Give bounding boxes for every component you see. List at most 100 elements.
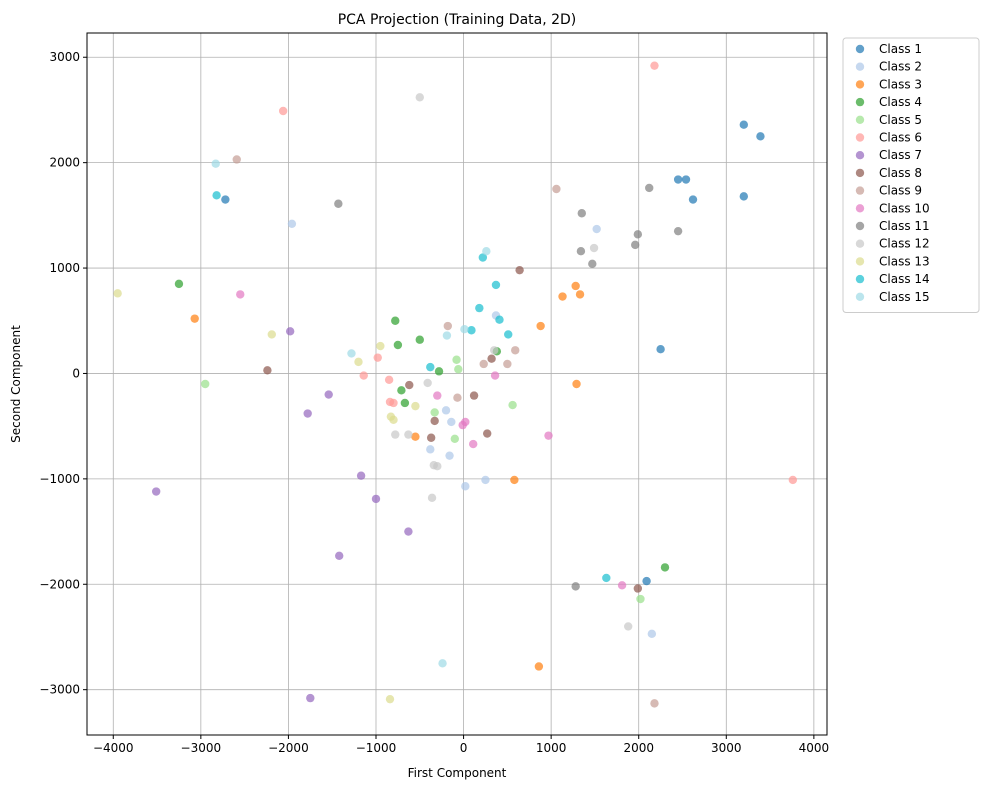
legend-marker: [855, 292, 865, 301]
data-point: [443, 321, 453, 331]
data-point: [469, 391, 479, 400]
data-point: [174, 279, 184, 289]
data-point: [450, 434, 460, 444]
legend-marker: [855, 221, 865, 231]
data-point: [515, 265, 524, 275]
data-point: [433, 391, 442, 400]
legend-marker: [855, 151, 865, 160]
axis-ticks: −4000 −3000 −2000 −1000 0 1000 2000 3000 4000 −30…: [39, 50, 829, 755]
data-point: [434, 367, 444, 376]
data-point: [503, 359, 512, 369]
data-point: [602, 573, 611, 583]
data-point: [647, 629, 657, 639]
data-point: [190, 314, 199, 323]
data-point: [306, 693, 315, 703]
data-point: [491, 280, 501, 290]
legend: Class 1 Class 2 Class 3 Class 4 Class 5 Class…: [842, 37, 980, 313]
data-point: [454, 365, 463, 374]
data-point: [673, 226, 683, 236]
data-point: [645, 183, 654, 193]
data-point: [405, 380, 414, 390]
data-point: [441, 406, 451, 415]
data-point: [571, 582, 580, 591]
legend-label: Class 3: [879, 77, 922, 91]
legend-label: Class 6: [879, 131, 922, 145]
data-point: [483, 429, 492, 438]
y-tick-label: −2000: [39, 577, 80, 591]
data-point: [389, 415, 398, 425]
data-point: [642, 576, 651, 586]
data-point: [756, 132, 765, 141]
data-point: [411, 401, 420, 411]
y-tick-label: −3000: [39, 683, 80, 697]
data-point: [438, 659, 447, 668]
legend-label: Class 15: [879, 290, 930, 304]
y-tick-label: −1000: [39, 472, 80, 486]
data-point: [376, 341, 385, 351]
data-point: [384, 375, 394, 384]
plot-frame: [86, 32, 828, 736]
data-point: [232, 155, 241, 164]
data-point: [504, 330, 513, 339]
data-point: [356, 471, 366, 480]
y-tick-label: 0: [72, 366, 80, 380]
data-point: [391, 316, 400, 325]
data-point: [447, 417, 456, 427]
data-point: [490, 371, 500, 380]
data-point: [636, 594, 645, 604]
data-point: [460, 324, 469, 334]
data-point: [354, 357, 363, 367]
chart-title: PCA Projection (Training Data, 2D): [338, 12, 577, 28]
legend-label: Class 8: [879, 166, 922, 180]
data-point: [633, 230, 643, 239]
data-point: [656, 345, 665, 354]
data-point: [633, 584, 643, 593]
x-tick-label: −1000: [356, 741, 397, 755]
x-tick-label: −3000: [181, 741, 222, 755]
data-point: [263, 366, 272, 375]
data-point: [589, 243, 599, 253]
data-point: [212, 191, 221, 200]
x-tick-label: −2000: [268, 741, 309, 755]
data-point: [508, 400, 517, 410]
data-point: [572, 379, 581, 389]
x-tick-label: 1000: [536, 741, 567, 755]
data-point: [469, 439, 478, 449]
data-point: [487, 354, 496, 363]
data-point: [393, 340, 403, 350]
data-point: [385, 694, 395, 704]
data-point: [287, 219, 297, 228]
x-tick-label: 3000: [711, 741, 742, 755]
data-point: [427, 493, 437, 503]
data-point: [426, 445, 435, 454]
legend-marker: [855, 133, 865, 142]
data-point: [482, 246, 491, 256]
data-point: [445, 451, 454, 460]
data-point: [423, 378, 432, 388]
data-point: [453, 393, 462, 402]
legend-label: Class 11: [879, 219, 930, 233]
data-point: [433, 462, 442, 471]
data-point: [461, 482, 470, 491]
data-point: [681, 175, 691, 184]
data-point: [151, 487, 161, 496]
data-point: [479, 359, 488, 369]
data-point: [458, 420, 467, 430]
grid-lines: [87, 33, 827, 735]
legend-label: Class 5: [879, 113, 922, 127]
x-tick-label: 4000: [799, 741, 830, 755]
data-point: [442, 331, 452, 340]
legend-label: Class 9: [879, 184, 922, 198]
legend-marker: [855, 62, 865, 71]
x-tick-label: 0: [460, 741, 468, 755]
data-point: [389, 398, 398, 408]
data-point: [534, 662, 544, 671]
data-point: [452, 355, 461, 364]
legend-marker: [855, 274, 865, 284]
data-point: [739, 120, 749, 129]
data-point: [650, 61, 659, 70]
data-point: [404, 430, 413, 439]
data-point: [278, 106, 288, 116]
scatter-points: [113, 61, 798, 708]
